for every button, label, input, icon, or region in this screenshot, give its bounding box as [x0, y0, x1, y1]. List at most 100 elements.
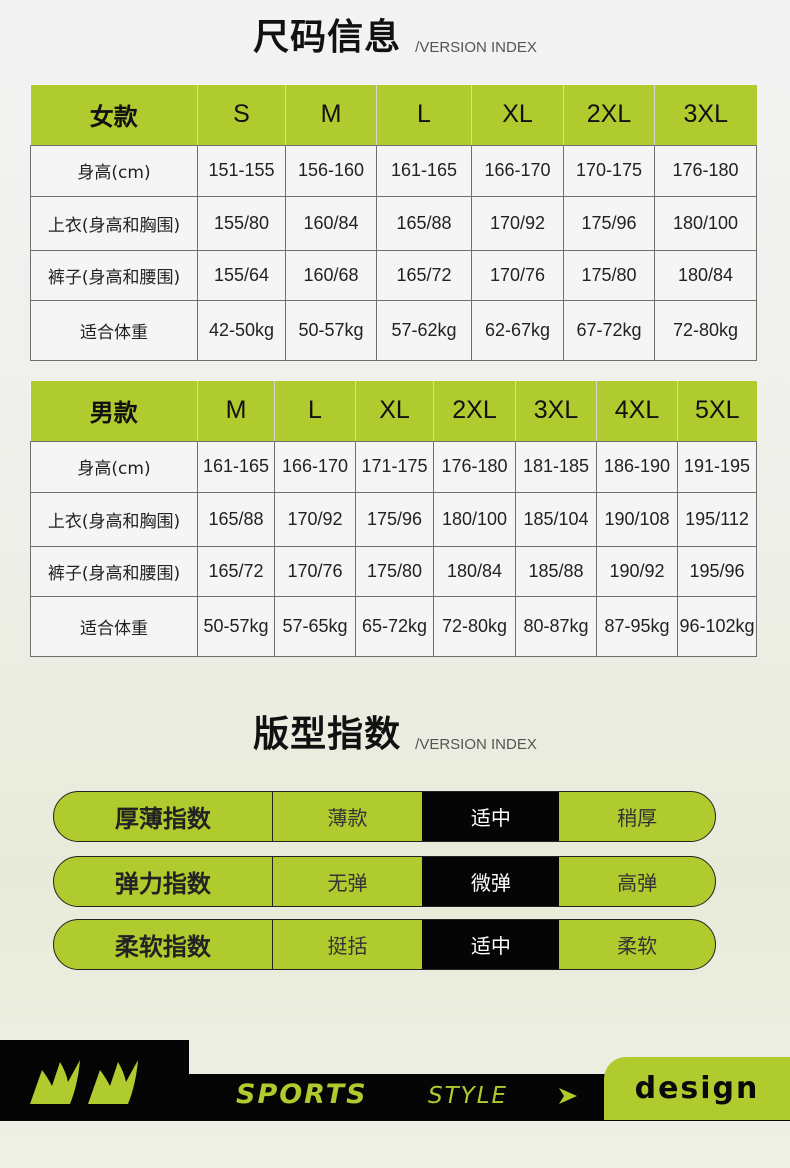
- table-cell: 190/108: [596, 491, 678, 547]
- table-cell: 165/88: [197, 491, 275, 547]
- design-tab: design: [604, 1057, 790, 1120]
- claw-icon: [88, 1060, 138, 1104]
- size-header-cell: XL: [471, 85, 564, 146]
- size-header-cell: 5XL: [677, 381, 757, 442]
- table-cell: 170-175: [563, 144, 655, 197]
- row-label: 身高(cm): [30, 440, 198, 493]
- fit-index-label: 弹力指数: [54, 857, 273, 906]
- table-cell: 42-50kg: [197, 299, 286, 361]
- table-cell: 180/84: [654, 249, 757, 301]
- size-header-cell: M: [197, 381, 275, 442]
- table-cell: 160/84: [285, 195, 377, 251]
- table-cell: 156-160: [285, 144, 377, 197]
- table-cell: 176-180: [654, 144, 757, 197]
- table-cell: 72-80kg: [433, 595, 516, 657]
- size-section-title: 尺码信息 /VERSION INDEX: [0, 8, 790, 60]
- fit-option: 柔软: [617, 934, 658, 958]
- claw-icon: [30, 1060, 80, 1104]
- table-cell: 161-165: [197, 440, 275, 493]
- table-cell: 190/92: [596, 545, 678, 597]
- table-row: 裤子(身高和腰围) 165/72 170/76 175/80 180/84 185/88 1…: [30, 545, 757, 597]
- size-header-cell: L: [376, 85, 472, 146]
- size-header-cell: S: [197, 85, 286, 146]
- size-title: 尺码信息: [253, 17, 402, 58]
- table-cell: 65-72kg: [355, 595, 434, 657]
- table-cell: 62-67kg: [471, 299, 564, 361]
- fit-section-title: 版型指数 /VERSION INDEX: [0, 705, 790, 757]
- table-cell: 176-180: [433, 440, 516, 493]
- row-label: 上衣(身高和胸围): [30, 195, 198, 251]
- table-cell: 175/80: [355, 545, 434, 597]
- size-header-cell: 3XL: [654, 85, 757, 146]
- row-label: 身高(cm): [30, 144, 198, 197]
- table-row: 适合体重 50-57kg 57-65kg 65-72kg 72-80kg 80-87kg 8…: [30, 595, 757, 657]
- fit-option: 挺括: [327, 934, 368, 958]
- table-cell: 155/80: [197, 195, 286, 251]
- table-cell: 72-80kg: [654, 299, 757, 361]
- men-size-table: 男款 M L XL 2XL 3XL 4XL 5XL 身高(cm) 161-165 166-170 1…: [30, 381, 757, 657]
- table-cell: 170/92: [274, 491, 356, 547]
- size-header-cell: 4XL: [596, 381, 678, 442]
- table-cell: 57-65kg: [274, 595, 356, 657]
- table-title-cell: 男款: [30, 381, 198, 442]
- table-cell: 96-102kg: [677, 595, 757, 657]
- fit-option: 高弹: [617, 871, 658, 895]
- table-cell: 191-195: [677, 440, 757, 493]
- row-label: 裤子(身高和腰围): [30, 249, 198, 301]
- table-cell: 195/112: [677, 491, 757, 547]
- fit-subtitle: /VERSION INDEX: [415, 736, 537, 753]
- table-row: 身高(cm) 161-165 166-170 171-175 176-180 181-18…: [30, 440, 757, 493]
- table-cell: 185/104: [515, 491, 597, 547]
- table-title-cell: 女款: [30, 85, 198, 146]
- table-cell: 180/100: [433, 491, 516, 547]
- table-cell: 170/76: [471, 249, 564, 301]
- fit-index-bar: 弹力指数 无弹 微弹 高弹: [53, 856, 716, 907]
- table-row: 裤子(身高和腰围) 155/64 160/68 165/72 170/76 175/80 1…: [30, 249, 757, 301]
- fit-option: 无弹: [327, 871, 368, 895]
- table-cell: 165/72: [376, 249, 472, 301]
- table-cell: 50-57kg: [197, 595, 275, 657]
- size-header-cell: XL: [355, 381, 434, 442]
- table-cell: 155/64: [197, 249, 286, 301]
- footer-design-text: design: [634, 1071, 760, 1106]
- fit-index-bar: 柔软指数 挺括 适中 柔软: [53, 919, 716, 970]
- footer-sports-text: SPORTS: [236, 1079, 368, 1110]
- size-header-cell: 2XL: [433, 381, 516, 442]
- row-label: 适合体重: [30, 595, 198, 657]
- table-cell: 185/88: [515, 545, 597, 597]
- table-cell: 180/84: [433, 545, 516, 597]
- table-cell: 161-165: [376, 144, 472, 197]
- fit-option: 薄款: [327, 806, 368, 830]
- table-cell: 171-175: [355, 440, 434, 493]
- size-header-cell: L: [274, 381, 356, 442]
- table-cell: 165/88: [376, 195, 472, 251]
- table-row: 上衣(身高和胸围) 165/88 170/92 175/96 180/100 185/10…: [30, 491, 757, 547]
- table-cell: 175/96: [563, 195, 655, 251]
- table-cell: 181-185: [515, 440, 597, 493]
- men-header-row: 男款 M L XL 2XL 3XL 4XL 5XL: [30, 381, 757, 442]
- row-label: 上衣(身高和胸围): [30, 491, 198, 547]
- fit-index-label: 厚薄指数: [54, 792, 273, 841]
- table-cell: 67-72kg: [563, 299, 655, 361]
- table-cell: 166-170: [471, 144, 564, 197]
- table-cell: 50-57kg: [285, 299, 377, 361]
- size-header-cell: 3XL: [515, 381, 597, 442]
- fit-index-label: 柔软指数: [54, 920, 273, 969]
- table-row: 上衣(身高和胸围) 155/80 160/84 165/88 170/92 175/96 1…: [30, 195, 757, 251]
- footer-style-text: STYLE: [428, 1083, 509, 1109]
- fit-title: 版型指数: [253, 714, 402, 755]
- table-cell: 175/80: [563, 249, 655, 301]
- table-cell: 186-190: [596, 440, 678, 493]
- table-cell: 160/68: [285, 249, 377, 301]
- women-header-row: 女款 S M L XL 2XL 3XL: [30, 85, 757, 146]
- table-cell: 151-155: [197, 144, 286, 197]
- table-cell: 165/72: [197, 545, 275, 597]
- size-header-cell: 2XL: [563, 85, 655, 146]
- table-cell: 87-95kg: [596, 595, 678, 657]
- fit-index-bar: 厚薄指数 薄款 适中 稍厚: [53, 791, 716, 842]
- table-cell: 170/92: [471, 195, 564, 251]
- row-label: 裤子(身高和腰围): [30, 545, 198, 597]
- table-cell: 80-87kg: [515, 595, 597, 657]
- table-cell: 166-170: [274, 440, 356, 493]
- fit-option-selected: 适中: [422, 792, 560, 841]
